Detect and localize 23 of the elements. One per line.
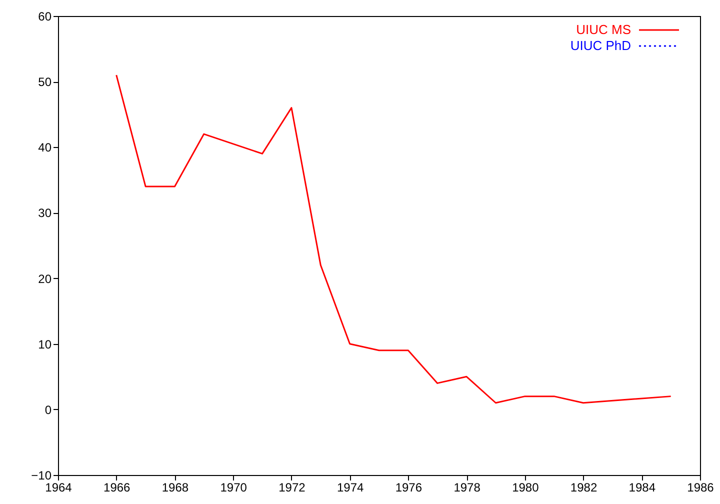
x-tick-label: 1974 xyxy=(336,480,364,494)
y-tick-label: 10 xyxy=(38,337,52,352)
x-tick-label: 1986 xyxy=(687,480,714,494)
x-tick-label: 1980 xyxy=(512,480,540,494)
y-tick-label: 30 xyxy=(38,206,52,220)
line-series xyxy=(116,74,672,404)
x-tick-label: 1966 xyxy=(104,480,131,494)
legend-label: UIUC PhD xyxy=(570,38,631,53)
y-tick-label: −10 xyxy=(31,468,52,482)
x-tick-label: 1970 xyxy=(220,480,248,494)
x-tick-label: 1972 xyxy=(278,480,306,494)
x-tick-label: 1982 xyxy=(570,480,598,494)
x-tick-label: 1964 xyxy=(45,480,72,494)
y-tick-label: 40 xyxy=(38,140,52,155)
y-tick-label: 0 xyxy=(44,402,52,417)
y-tick-label: 60 xyxy=(38,10,52,24)
x-tick-label: 1978 xyxy=(454,480,481,494)
x-tick-label: 1968 xyxy=(162,480,189,494)
y-tick-label: 20 xyxy=(38,272,52,286)
x-tick-label: 1976 xyxy=(395,480,422,494)
legend-label: UIUC MS xyxy=(576,22,632,37)
y-tick-label: 50 xyxy=(38,75,52,90)
x-tick-label: 1984 xyxy=(628,480,656,494)
